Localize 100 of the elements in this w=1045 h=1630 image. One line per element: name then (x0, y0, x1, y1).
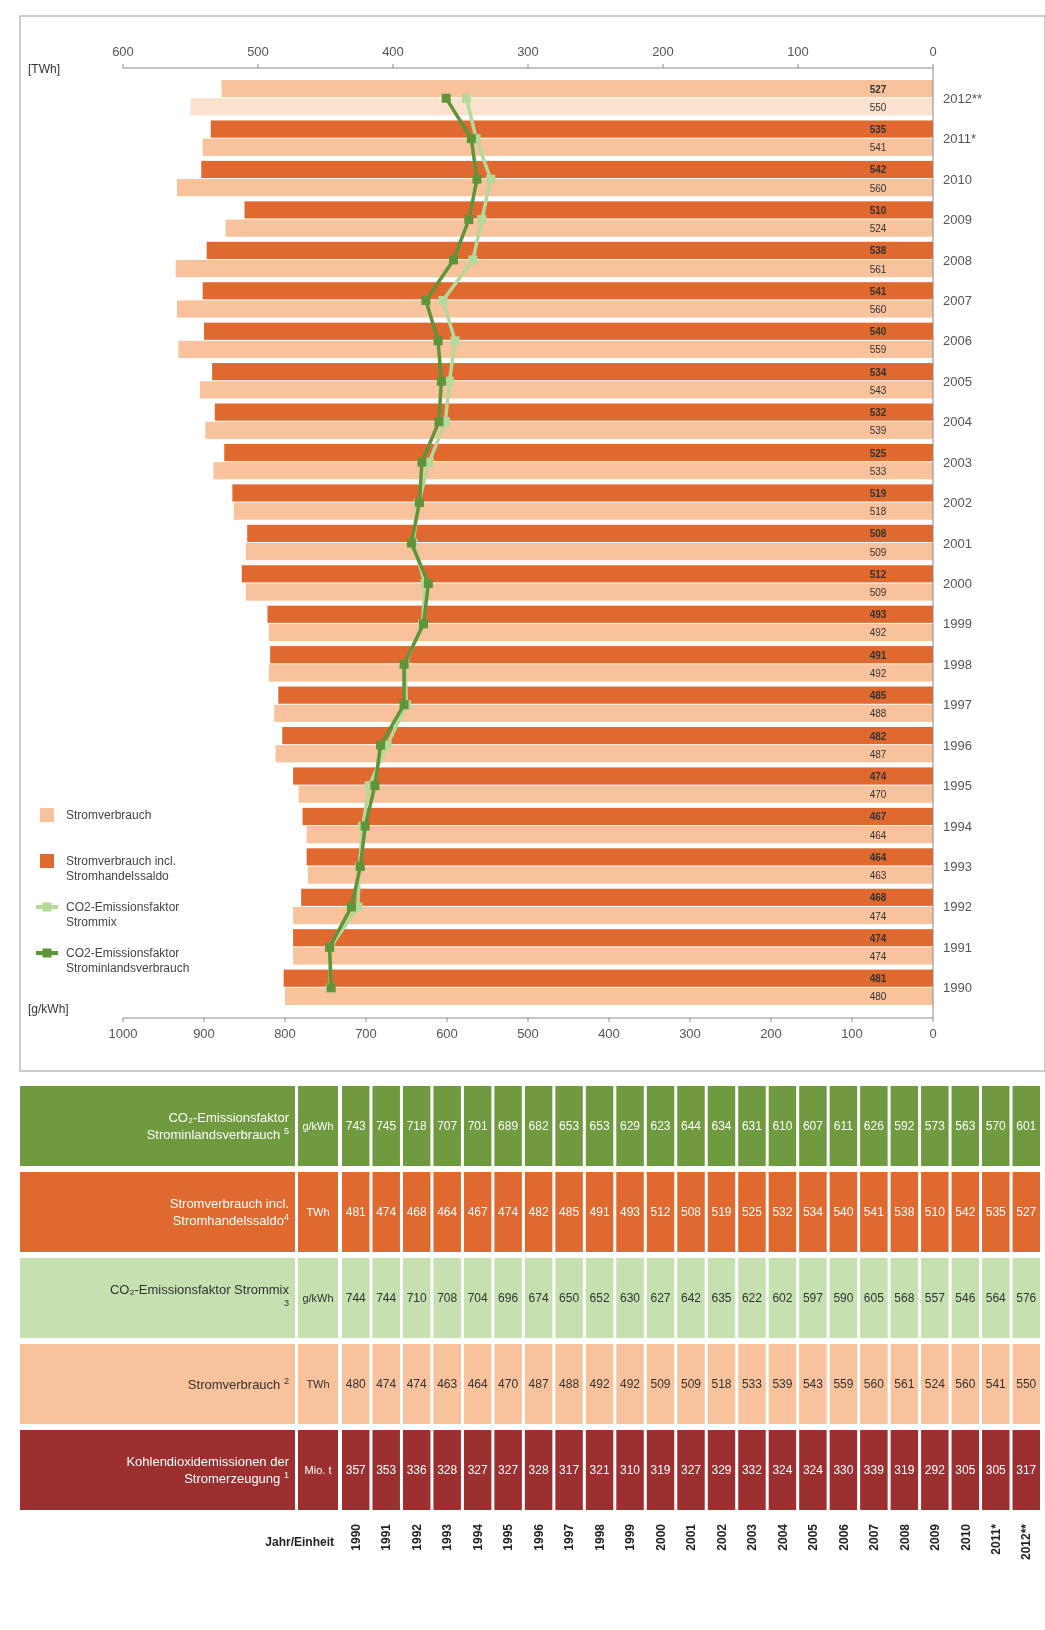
point (434, 417, 444, 427)
data-label: 464 (437, 1205, 458, 1220)
data-label: 525 (741, 1205, 763, 1220)
y-tick-label: 1999 (943, 616, 972, 632)
data-label: 653 (589, 1119, 610, 1134)
data-label: 622 (741, 1291, 763, 1306)
data-label: 317 (1016, 1463, 1037, 1478)
point (433, 336, 443, 346)
data-label: 474 (869, 910, 887, 922)
data-label: 573 (924, 1119, 946, 1134)
data-label: 480 (345, 1377, 367, 1392)
data-label: 524 (924, 1377, 946, 1392)
data-label: 339 (863, 1463, 885, 1478)
data-label: 590 (833, 1291, 854, 1306)
y2-tick-label: TWh (306, 1205, 330, 1218)
data-label: 508 (869, 528, 887, 540)
x-tick-label: 0 (929, 1026, 937, 1041)
data-label: 527 (1016, 1205, 1037, 1220)
data-label: 539 (869, 425, 887, 437)
data-label: 650 (559, 1291, 580, 1306)
x-tick-label: 2012** (1019, 1523, 1034, 1561)
data-label: 542 (869, 164, 887, 176)
data-label: 292 (924, 1463, 946, 1478)
data-label: 467 (869, 811, 887, 823)
data-label: 743 (345, 1119, 367, 1134)
data-label: 546 (955, 1291, 976, 1306)
data-label: 704 (467, 1291, 488, 1306)
point (461, 93, 471, 103)
data-label: 634 (711, 1119, 732, 1134)
data-label: 710 (406, 1291, 428, 1306)
y-tick-label: 2000 (943, 575, 972, 591)
data-label: 492 (589, 1377, 610, 1392)
data-label: 329 (711, 1463, 732, 1478)
data-label: 527 (869, 83, 887, 95)
data-label: 474 (869, 771, 887, 783)
data-label: 541 (985, 1377, 1007, 1392)
data-label: 524 (869, 223, 887, 235)
data-label: 631 (741, 1119, 763, 1134)
point (450, 336, 460, 346)
data-label: 592 (894, 1119, 915, 1134)
data-label: 561 (869, 263, 887, 275)
data-label: 482 (528, 1205, 549, 1220)
x-tick-label: 400 (598, 1026, 620, 1041)
data-label: 518 (711, 1377, 732, 1392)
point (468, 255, 478, 265)
data-label: 611 (833, 1119, 854, 1134)
y-tick-label: CO₂-Emissionsfaktor Strominlandsverbrauch $^{5}$ (146, 1110, 290, 1143)
data-label: 463 (437, 1377, 458, 1392)
y-tick-label: 2011* (943, 131, 977, 147)
y-tick-label: 1991 (943, 939, 972, 955)
data-label: 689 (498, 1119, 519, 1134)
data-label: 485 (869, 690, 887, 702)
data-label: 474 (869, 950, 887, 962)
y-tick-label: 2004 (943, 414, 972, 430)
data-label: 487 (869, 748, 887, 760)
data-label: 474 (498, 1205, 519, 1220)
y-tick-label: Stromverbrauch $^{2}$ (187, 1375, 289, 1392)
x-tick-label: 800 (274, 1026, 296, 1041)
x-tick-label: 2004 (775, 1523, 790, 1551)
data-label: 564 (985, 1291, 1007, 1306)
x2-tick-label: 300 (517, 44, 539, 59)
data-label: 563 (955, 1119, 976, 1134)
y-tick-label: Stromverbrauch incl. Stromhandelssaldo$^{4}$ (169, 1196, 289, 1229)
data-label: 542 (955, 1205, 976, 1220)
data-label: 568 (894, 1291, 915, 1306)
legend-label: Stromverbrauch incl. Stromhandelssaldo (66, 854, 177, 883)
data-label: 492 (620, 1377, 641, 1392)
data-label: 319 (894, 1463, 915, 1478)
point (466, 134, 476, 144)
data-label: 493 (869, 609, 887, 621)
x-tick-label: 2001 (684, 1523, 699, 1551)
data-label: 485 (559, 1205, 580, 1220)
data-label: 543 (869, 384, 887, 396)
data-label: 509 (869, 546, 887, 558)
x-tick-label: 1000 (108, 1026, 138, 1041)
legend-label: Stromverbrauch (66, 808, 152, 823)
data-label: 357 (345, 1463, 367, 1478)
x2-tick-label: 400 (382, 44, 404, 59)
point (346, 902, 356, 912)
data-label: 327 (680, 1463, 702, 1478)
x-tick-label: 2006 (836, 1523, 851, 1551)
data-label: 532 (772, 1205, 793, 1220)
x-tick-label: 1999 (623, 1523, 638, 1551)
data-label: 630 (620, 1291, 641, 1306)
data-label: 336 (406, 1463, 428, 1478)
y-tick-label: 1995 (943, 778, 972, 794)
data-label: 541 (863, 1205, 885, 1220)
x-tick-label: 2008 (897, 1523, 912, 1551)
data-label: 493 (620, 1205, 641, 1220)
point (370, 781, 380, 791)
data-label: 597 (802, 1291, 824, 1306)
data-label: 607 (802, 1119, 824, 1134)
point (464, 215, 474, 225)
point (436, 376, 446, 386)
data-label: 480 (869, 991, 887, 1003)
point (417, 457, 427, 467)
x-tick-label: 2011* (988, 1523, 1003, 1555)
data-label: 481 (345, 1205, 367, 1220)
x-tick-label: 2002 (714, 1523, 729, 1551)
data-label: 487 (528, 1377, 549, 1392)
